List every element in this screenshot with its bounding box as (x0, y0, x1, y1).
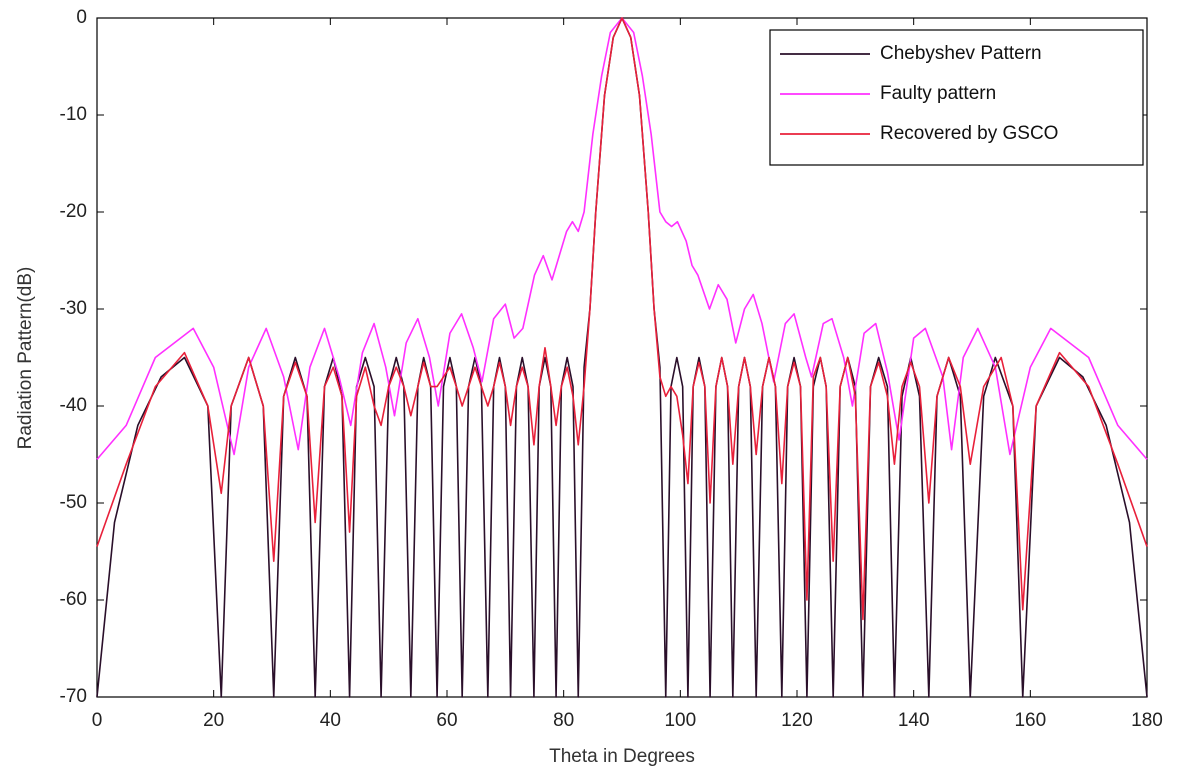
x-tick-label: 40 (320, 710, 341, 731)
y-tick-label: -60 (60, 589, 87, 610)
y-tick-label: 0 (76, 7, 87, 28)
x-tick-label: 180 (1131, 710, 1163, 731)
x-tick-label: 60 (436, 710, 457, 731)
y-tick-label: -20 (60, 201, 87, 222)
x-tick-label: 0 (92, 710, 103, 731)
x-tick-label: 160 (1014, 710, 1046, 731)
x-tick-label: 120 (781, 710, 813, 731)
y-tick-label: -40 (60, 395, 87, 416)
y-axis-title: Radiation Pattern(dB) (15, 267, 36, 450)
legend-label: Chebyshev Pattern (880, 43, 1042, 64)
x-tick-label: 140 (898, 710, 930, 731)
y-tick-label: -30 (60, 298, 87, 319)
legend-label: Faulty pattern (880, 83, 996, 104)
x-axis-title: Theta in Degrees (549, 746, 695, 767)
x-tick-label: 20 (203, 710, 224, 731)
legend-label: Recovered by GSCO (880, 123, 1058, 144)
x-tick-label: 80 (553, 710, 574, 731)
x-tick-label: 100 (664, 710, 696, 731)
series-line (96, 17, 1148, 621)
y-tick-label: -10 (60, 104, 87, 125)
y-tick-label: -50 (60, 492, 87, 513)
y-tick-label: -70 (60, 686, 87, 707)
legend-box (769, 29, 1144, 166)
series-line (96, 17, 1148, 460)
